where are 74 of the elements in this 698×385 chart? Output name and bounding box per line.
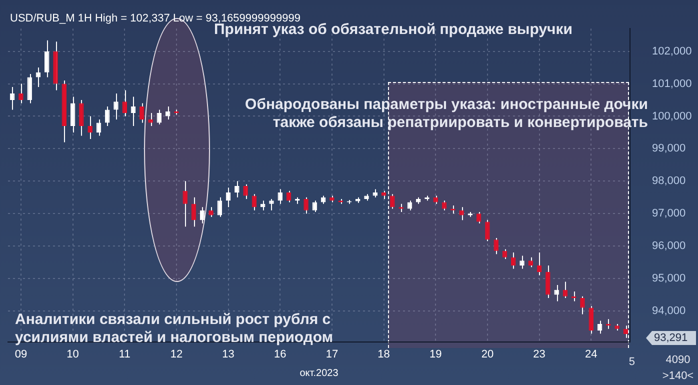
x-tick-label: 13 bbox=[222, 348, 234, 360]
candlestick bbox=[252, 194, 257, 211]
candlestick bbox=[88, 116, 92, 140]
y-tick-label: 102,000 bbox=[652, 45, 692, 58]
candlestick bbox=[278, 188, 282, 204]
candlestick bbox=[10, 86, 15, 110]
candlestick bbox=[140, 102, 144, 124]
candlestick bbox=[44, 40, 50, 78]
candlestick bbox=[114, 93, 118, 120]
candlestick bbox=[528, 256, 534, 268]
text: 93,291 bbox=[654, 332, 688, 344]
candlestick bbox=[130, 96, 136, 126]
candlestick bbox=[597, 320, 602, 334]
candlestick bbox=[70, 96, 76, 133]
candlestick bbox=[182, 180, 188, 228]
candlestick bbox=[104, 106, 110, 126]
candlestick bbox=[200, 206, 205, 224]
candlestick bbox=[494, 237, 498, 255]
candlestick bbox=[562, 281, 568, 298]
candlestick bbox=[520, 255, 524, 270]
text: 4090 bbox=[666, 354, 690, 366]
candlestick bbox=[485, 220, 490, 242]
y-tick-label: 101,000 bbox=[652, 78, 692, 90]
candlestick bbox=[502, 248, 508, 260]
candlestick bbox=[217, 196, 222, 218]
x-tick-label: 11 bbox=[118, 348, 130, 360]
candlestick bbox=[476, 211, 482, 224]
y-tick-label: 98,000 bbox=[652, 175, 686, 188]
y-tick-label: 97,000 bbox=[652, 208, 686, 220]
candlestick bbox=[96, 118, 102, 136]
candlestick bbox=[122, 90, 127, 117]
y-tick-label: 100,000 bbox=[652, 110, 692, 122]
candlestick bbox=[286, 190, 292, 203]
y-tick-label: 99,000 bbox=[652, 142, 686, 155]
x-tick-label: 17 bbox=[326, 348, 338, 360]
x-tick-label: 10 bbox=[66, 348, 79, 360]
candlestick bbox=[546, 265, 550, 298]
candlestick bbox=[36, 67, 41, 88]
candlestick bbox=[459, 206, 464, 221]
candlestick bbox=[243, 184, 248, 200]
x-tick-label: 23 bbox=[533, 348, 546, 360]
x-tick-label: 16 bbox=[274, 348, 286, 360]
x-axis-title: окт.2023 bbox=[300, 368, 339, 379]
candlestick bbox=[18, 83, 24, 104]
chart-title: USD/RUB_M 1H High = 102,337 Low = 93,1659999999999 bbox=[10, 12, 300, 25]
x-tick-label: 19 bbox=[430, 348, 442, 360]
candlestick bbox=[442, 200, 447, 211]
candlestick bbox=[312, 200, 318, 212]
candlestick bbox=[580, 296, 585, 315]
candlestick bbox=[554, 284, 559, 302]
annotation: Обнародованы параметры указа: иностранные дочки также обязаны репатриировать и конвертировать bbox=[245, 96, 648, 132]
y-tick-label: 96,000 bbox=[652, 240, 686, 252]
y-tick-label: 95,000 bbox=[652, 272, 686, 285]
candlestick bbox=[208, 206, 214, 218]
text: >140< bbox=[662, 370, 694, 382]
x-tick-label: 24 bbox=[585, 348, 598, 360]
candlestick bbox=[536, 252, 542, 276]
candlestick bbox=[27, 74, 32, 104]
annotation: Аналитики связали сильный рост рубля с усилиями властей и налоговым периодом bbox=[15, 311, 333, 346]
x-tick-label: 18 bbox=[378, 348, 390, 360]
candlestick bbox=[407, 200, 412, 211]
candlestick bbox=[79, 100, 84, 136]
x-tick-label: 20 bbox=[481, 348, 494, 360]
x-tick-label: 12 bbox=[170, 348, 183, 360]
candlestick bbox=[234, 180, 240, 198]
candlestick bbox=[511, 252, 516, 270]
candlestick bbox=[269, 198, 274, 211]
candlestick bbox=[390, 194, 395, 210]
y-tick-label: 94,000 bbox=[652, 305, 686, 317]
candlestick bbox=[226, 187, 231, 208]
candlestick bbox=[588, 306, 594, 334]
text: 5 bbox=[628, 356, 635, 368]
x-tick-label: 09 bbox=[14, 348, 28, 360]
candlestick bbox=[304, 196, 308, 214]
